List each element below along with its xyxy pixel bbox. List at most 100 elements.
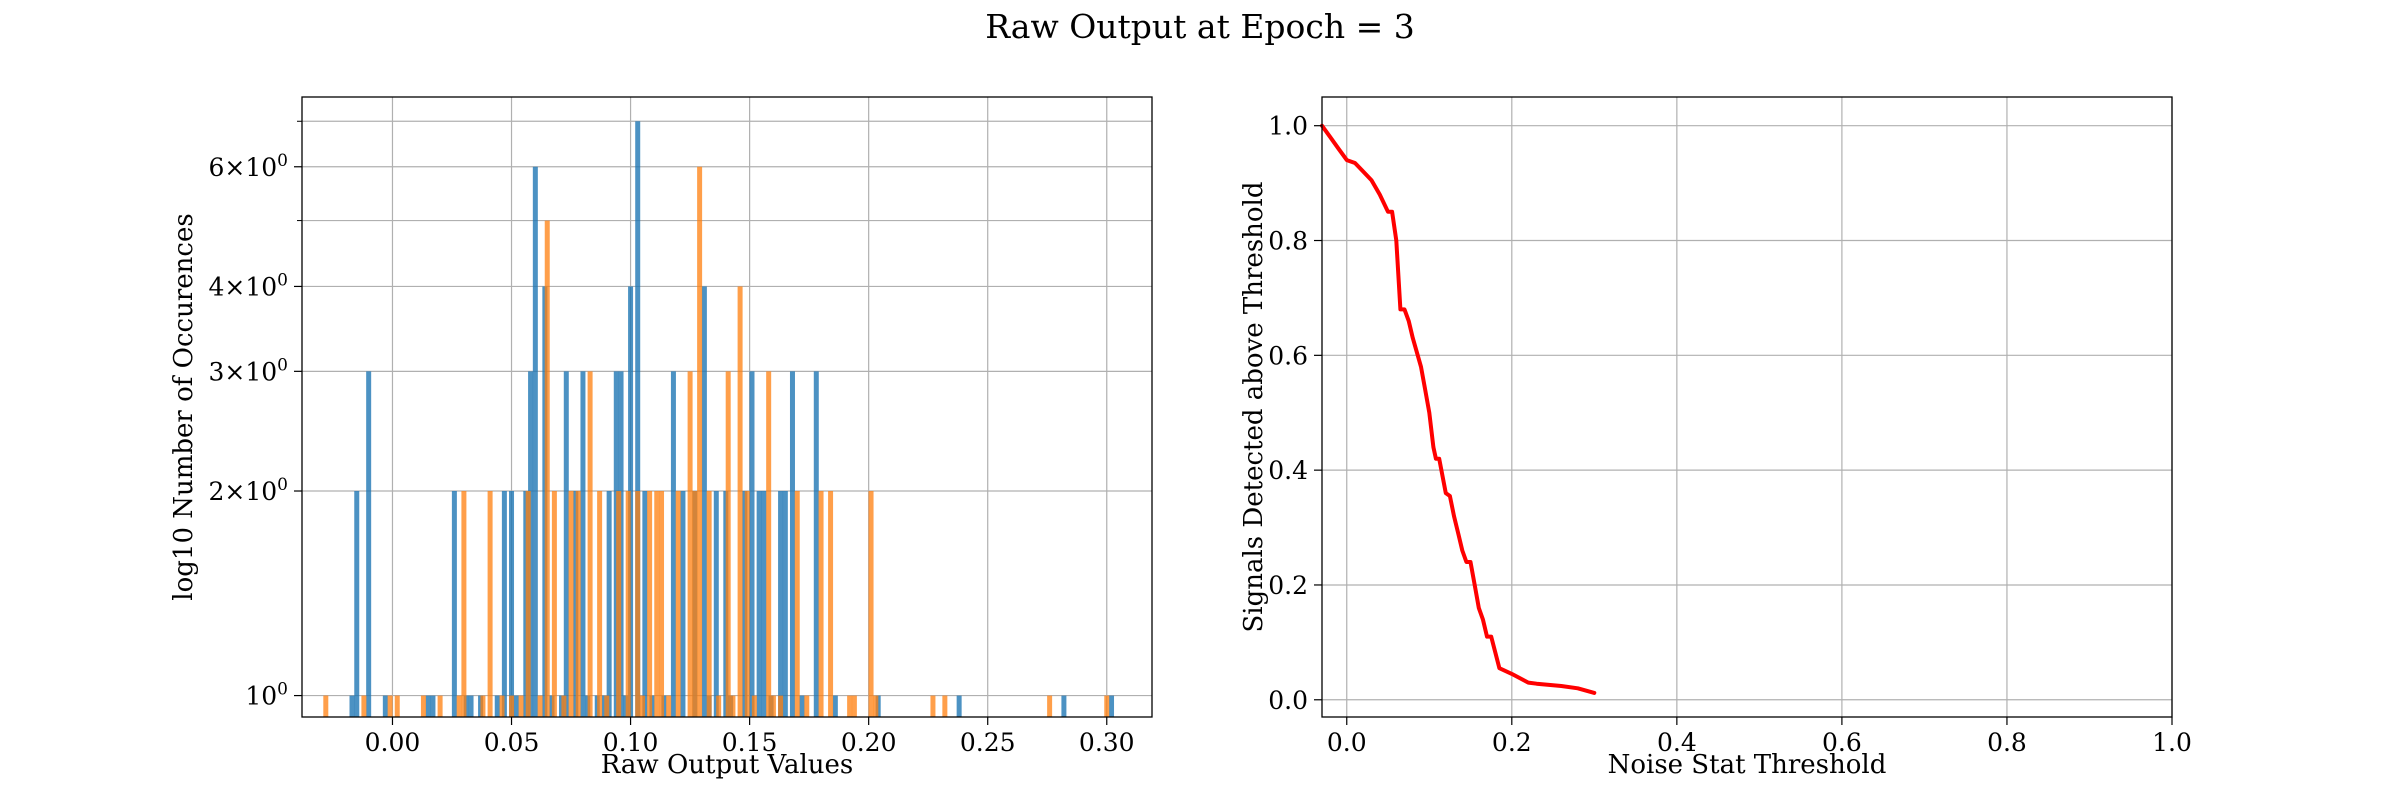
histogram-bar <box>832 695 838 717</box>
histogram-bar <box>487 491 493 717</box>
histogram-bar <box>956 695 962 717</box>
y-tick-label: 0.4 <box>1268 456 1308 485</box>
y-tick-label: 0.8 <box>1268 227 1308 256</box>
histogram-bar <box>794 491 800 717</box>
threshold-line-axes: 0.0 0.2 0.4 0.6 0.8 1.0 0.0 0.2 0.4 0.6 0.8 1.0 Noi… <box>1239 96 2192 780</box>
histogram-bar <box>737 286 743 717</box>
histogram-bar <box>782 491 788 717</box>
histogram-bar <box>766 371 772 717</box>
x-tick-label: 0.30 <box>1079 728 1135 757</box>
y-tick-label: 1.0 <box>1268 112 1308 141</box>
x-tick-label: 0.10 <box>603 728 659 757</box>
histogram-bar <box>778 491 784 717</box>
histogram-bar <box>525 491 531 717</box>
histogram-bar <box>537 695 543 717</box>
x-tick-label: 0.15 <box>722 728 778 757</box>
histogram-bar <box>687 371 693 717</box>
histogram-bar <box>670 371 676 717</box>
histogram-bar <box>942 695 948 717</box>
histogram-bar <box>635 491 641 717</box>
histogram-bar <box>480 695 486 717</box>
histogram-bar <box>532 166 538 717</box>
histogram-bar <box>647 491 653 717</box>
histogram-bar <box>770 695 776 717</box>
histogram-bar <box>828 491 834 717</box>
histogram-bar <box>639 695 645 717</box>
histogram-bar <box>1109 695 1115 717</box>
histogram-bar <box>654 491 660 717</box>
histogram-bar <box>813 371 819 717</box>
y-tick-label: 0.0 <box>1268 686 1308 715</box>
histogram-bar <box>509 695 515 717</box>
y-tick-label: 0.6 <box>1268 341 1308 370</box>
y-tick-label: 4×100 <box>209 270 289 301</box>
histogram-bar <box>701 286 707 717</box>
x-tick-label: 0.25 <box>960 728 1016 757</box>
histogram-bar <box>706 491 712 717</box>
y-tick-label: 3×100 <box>209 355 289 386</box>
histogram-bar <box>604 695 610 717</box>
histogram-grid <box>302 97 1152 717</box>
line-chart-frame <box>1321 96 2173 718</box>
histogram-bar <box>568 491 574 717</box>
histogram-bar <box>730 695 736 717</box>
histogram-bar <box>659 491 665 717</box>
histogram-bar <box>354 491 360 717</box>
histogram-bar <box>509 491 515 717</box>
line-chart-x-axis-label: Noise Stat Threshold <box>1608 750 1887 780</box>
x-tick-label: 1.0 <box>2152 728 2192 757</box>
x-tick-label: 0.00 <box>365 728 421 757</box>
histogram-bar <box>575 491 581 717</box>
line-chart-y-axis-label: Signals Detected above Threshold <box>1239 181 1269 632</box>
histogram-bar <box>494 695 500 717</box>
histogram-bar <box>756 491 762 717</box>
line-chart-grid <box>1322 97 2173 717</box>
histogram-bar <box>778 695 784 717</box>
x-tick-label: 0.0 <box>1327 728 1367 757</box>
histogram-bar <box>692 491 698 717</box>
x-tick-label: 0.2 <box>1492 728 1532 757</box>
histogram-bar <box>580 371 586 717</box>
histogram-bar <box>680 491 686 717</box>
x-tick-label: 0.20 <box>841 728 897 757</box>
histogram-bar <box>1104 695 1110 717</box>
histogram-bar <box>789 371 795 717</box>
histogram-bar <box>725 371 731 717</box>
histogram-bar <box>451 491 457 717</box>
histogram-bar <box>930 695 936 717</box>
histogram-bar <box>635 121 641 718</box>
histogram-bar <box>394 695 400 717</box>
histogram-bar <box>799 695 805 717</box>
histogram-bar <box>697 166 703 717</box>
histogram-bar <box>561 695 567 717</box>
histogram-bar <box>366 371 372 717</box>
y-tick-label: 100 <box>245 680 288 711</box>
histogram-bar <box>587 371 593 717</box>
histogram-bar <box>382 695 388 717</box>
histogram-bar <box>804 695 810 717</box>
histogram-bar <box>761 491 767 717</box>
histogram-bar <box>513 695 519 717</box>
histogram-bar <box>749 371 755 717</box>
histogram-bar <box>563 371 569 717</box>
histogram-bar <box>642 491 648 717</box>
histogram-bar <box>387 695 393 717</box>
x-tick-label: 0.6 <box>1822 728 1862 757</box>
histogram-bar <box>349 695 355 717</box>
histogram-bar <box>616 491 622 717</box>
histogram-bar <box>1047 695 1053 717</box>
y-tick-label: 2×100 <box>209 475 289 506</box>
histogram-bar <box>751 695 757 717</box>
histogram-bar <box>597 491 603 717</box>
histogram-bar <box>716 695 722 717</box>
y-tick-label: 6×100 <box>209 151 289 182</box>
histogram-frame <box>301 96 1153 718</box>
histogram-x-axis-label: Raw Output Values <box>601 750 853 780</box>
histogram-bar <box>518 695 524 717</box>
histogram-bar <box>818 491 824 717</box>
histogram-bar <box>666 695 672 717</box>
histogram-bar <box>744 491 750 717</box>
histogram-bar <box>361 695 367 717</box>
histogram-axes: 0.00 0.05 0.10 0.15 0.20 0.25 0.30 100 2×100 3×10… <box>169 96 1153 780</box>
